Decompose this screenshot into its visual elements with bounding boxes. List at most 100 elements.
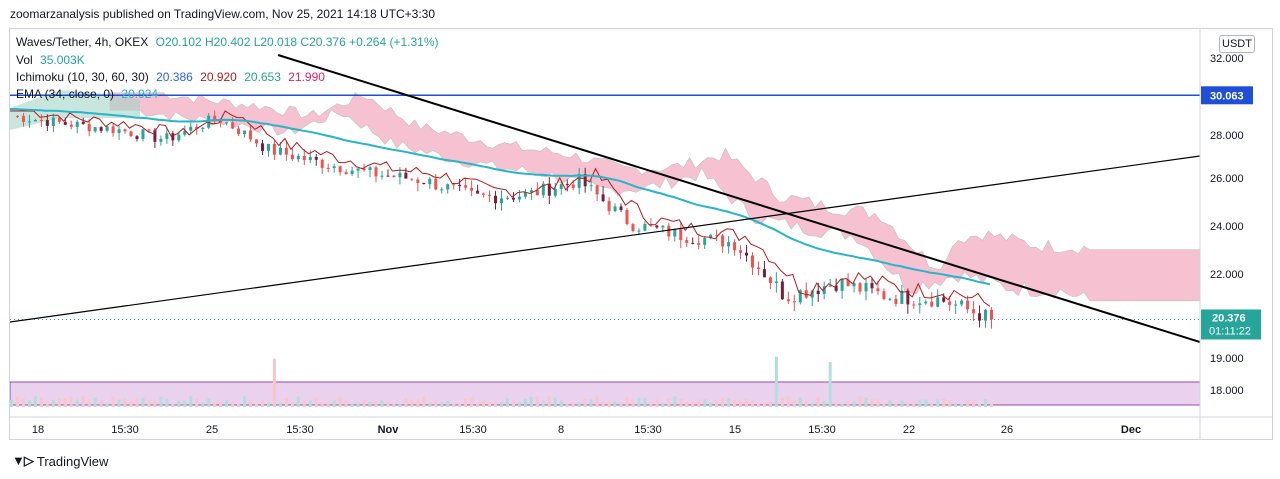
candle-body — [428, 178, 432, 185]
time-tick-label: 15:30 — [111, 424, 139, 436]
candle-body — [505, 197, 509, 199]
candle-body — [541, 183, 545, 196]
volume-bar — [243, 396, 246, 407]
candle-body — [87, 123, 91, 132]
candle-body — [434, 178, 438, 190]
volume-bar — [416, 399, 420, 407]
ascending-trendline — [10, 155, 1200, 323]
candle-body — [314, 156, 318, 160]
candle-body — [894, 298, 898, 304]
legend-ema-row[interactable]: EMA (34, close, 0) 20.924 — [16, 87, 162, 101]
volume-bar — [721, 397, 725, 407]
volume-bar — [332, 400, 336, 407]
candle-body — [786, 299, 790, 302]
candle-body — [798, 290, 802, 303]
volume-bar — [93, 397, 97, 407]
candle-body — [231, 122, 235, 129]
countdown-label: 01:11:22 — [1209, 325, 1251, 337]
candle-body — [810, 290, 814, 298]
candle-body — [577, 174, 581, 188]
volume-bar — [314, 397, 318, 407]
volume-bar — [739, 399, 742, 407]
candle-body — [846, 279, 850, 287]
volume-bar — [165, 398, 169, 407]
volume-bar — [942, 398, 946, 407]
volume-bar — [691, 401, 695, 407]
candle-body — [476, 190, 480, 194]
candle-body — [458, 184, 462, 186]
volume-bar — [356, 402, 360, 407]
volume-bar — [39, 396, 43, 407]
volume-bar — [954, 403, 958, 407]
legend-volume-row[interactable]: Vol 35.003K — [16, 53, 89, 67]
candle-body — [984, 309, 988, 321]
candle-body — [422, 182, 426, 185]
volume-bar — [613, 401, 617, 407]
volume-bar — [745, 399, 748, 407]
candle-body — [57, 117, 61, 122]
candle-body — [864, 283, 868, 292]
legend-ichimoku-v2: 20.920 — [200, 70, 237, 84]
volume-bar — [751, 400, 754, 407]
candle-body — [529, 190, 533, 193]
candle-body — [960, 300, 964, 305]
volume-bar — [237, 403, 241, 407]
candle-body — [828, 285, 832, 287]
candle-body — [553, 189, 557, 196]
candle-body — [679, 229, 683, 241]
volume-bar — [661, 402, 665, 407]
volume-bar — [392, 403, 396, 407]
volume-bar — [930, 402, 934, 407]
ema-line — [10, 108, 991, 286]
candle-body — [183, 130, 187, 135]
candle-body — [745, 252, 748, 256]
volume-bar — [87, 398, 91, 407]
volume-bar — [912, 402, 916, 407]
volume-bar — [213, 402, 217, 407]
volume-bar — [733, 399, 736, 407]
candle-body — [111, 126, 115, 133]
candle-body — [350, 170, 354, 175]
volume-bar — [798, 397, 802, 407]
volume-bar — [171, 403, 175, 407]
tradingview-logo-icon: ▼▷ — [12, 453, 34, 468]
volume-bar — [512, 400, 515, 407]
footer-brand[interactable]: ▼▷ TradingView — [12, 453, 108, 469]
volume-bar — [45, 400, 49, 407]
volume-bar — [183, 400, 187, 407]
candle-body — [637, 230, 641, 232]
volume-bar — [225, 399, 229, 407]
volume-bar — [858, 396, 862, 407]
candle-body — [27, 121, 31, 123]
volume-bar — [810, 403, 814, 407]
volume-bar — [804, 400, 808, 407]
volume-bar — [565, 403, 569, 407]
candle-body — [45, 120, 49, 126]
candle-body — [195, 126, 199, 129]
legend-vol-label: Vol — [16, 53, 33, 67]
volume-bar — [374, 400, 378, 407]
candle-body — [906, 290, 910, 305]
volume-bar — [990, 403, 993, 407]
legend-ichimoku-v1: 20.386 — [156, 70, 193, 84]
volume-bar — [177, 401, 181, 407]
legend-ichimoku-row[interactable]: Ichimoku (10, 30, 60, 30) 20.386 20.920 … — [16, 70, 329, 84]
volume-bar — [948, 400, 952, 407]
volume-bar — [296, 396, 300, 407]
volume-bar — [840, 403, 844, 407]
candle-body — [792, 301, 796, 303]
candle-body — [141, 129, 145, 139]
last-price-label: 20.376 — [1212, 312, 1246, 324]
volume-bar — [583, 398, 587, 407]
descending-trendline — [277, 54, 1200, 343]
volume-bar — [338, 396, 342, 407]
candle-body — [81, 121, 85, 124]
kijun-line — [10, 110, 991, 307]
volume-bar — [727, 398, 731, 407]
volume-bar — [900, 400, 904, 407]
volume-bar — [673, 396, 677, 407]
currency-unit-badge[interactable]: USDT — [1219, 35, 1255, 53]
volume-bar — [249, 399, 252, 407]
candle-body — [739, 250, 743, 253]
